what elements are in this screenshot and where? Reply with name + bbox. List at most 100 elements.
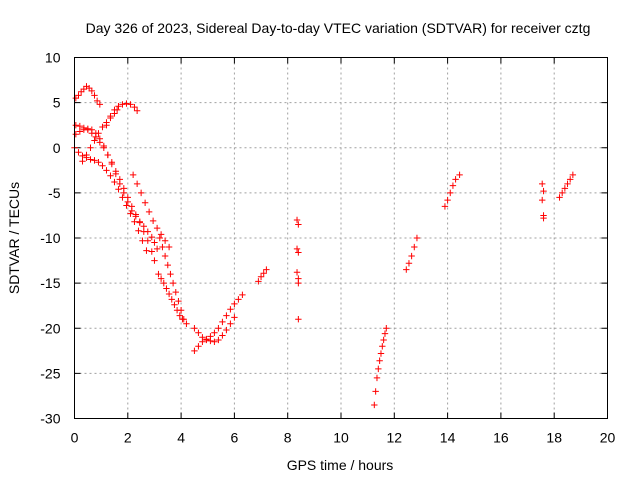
data-point (116, 180, 124, 188)
data-point (195, 329, 202, 336)
x-tick-label: 16 (493, 430, 509, 446)
y-tick-labels: -30 -25 -20 -15 -10 -5 0 5 10 (40, 50, 60, 427)
x-tick-labels: 0 2 4 6 8 10 12 14 16 18 20 (71, 430, 616, 446)
x-tick-label: 14 (440, 430, 456, 446)
series-arc-12.5h (403, 234, 421, 273)
series-arc-low-4to6h-b (191, 314, 238, 345)
data-point (123, 202, 130, 209)
series-arc-cross (79, 106, 121, 165)
data-point (72, 94, 80, 102)
data-point (95, 130, 102, 137)
data-point (87, 156, 94, 163)
data-point (91, 157, 98, 164)
data-point (203, 336, 210, 344)
data-point (144, 228, 151, 235)
data-point (72, 121, 80, 129)
data-point (171, 301, 178, 308)
x-tick-label: 20 (600, 430, 616, 446)
data-point (444, 196, 451, 204)
data-point (263, 266, 270, 273)
data-point (223, 312, 230, 319)
data-point (129, 171, 137, 179)
data-point (131, 103, 138, 111)
data-point (88, 87, 96, 95)
data-point (165, 290, 173, 298)
data-point (133, 107, 141, 114)
data-point (112, 170, 120, 178)
data-point (88, 126, 96, 133)
y-tick-label: 0 (53, 140, 61, 156)
data-point (211, 338, 218, 345)
data-point (167, 270, 174, 278)
data-point (141, 199, 149, 207)
data-point (79, 152, 86, 160)
data-point (164, 261, 171, 269)
data-point (456, 171, 463, 179)
data-point (539, 196, 546, 204)
data-point (159, 243, 166, 251)
data-point (257, 273, 265, 281)
data-point (403, 266, 410, 273)
data-point (79, 158, 86, 165)
data-point (539, 180, 546, 188)
data-point (140, 223, 147, 230)
data-point (199, 334, 206, 341)
data-point (371, 401, 378, 409)
data-point (145, 208, 153, 216)
data-point (157, 231, 165, 238)
x-tick-label: 8 (284, 430, 292, 446)
data-point (111, 110, 118, 117)
data-point (227, 306, 234, 313)
series-arc-17.6h (539, 180, 547, 222)
data-point (135, 227, 142, 234)
data-point (383, 325, 390, 332)
x-tick-label: 4 (177, 430, 185, 446)
data-point (151, 239, 158, 246)
data-point (153, 224, 161, 232)
data-point (207, 337, 214, 345)
data-point (255, 278, 262, 285)
series-arc-mid-3h (129, 171, 173, 251)
data-point (183, 320, 190, 327)
data-point (219, 332, 226, 339)
data-point (295, 316, 302, 323)
data-point (372, 388, 379, 395)
data-point (124, 198, 131, 206)
data-point (99, 123, 106, 131)
data-point (405, 260, 413, 267)
data-point (85, 84, 93, 92)
data-point (195, 343, 202, 350)
data-point (219, 318, 226, 326)
data-point (168, 296, 175, 303)
data-point (380, 336, 387, 344)
data-point (211, 329, 218, 336)
series-arc-hump-2h (103, 100, 141, 129)
x-tick-label: 6 (231, 430, 239, 446)
y-tick-label: -15 (40, 275, 60, 291)
data-point (132, 213, 139, 220)
series-arc-dense-3to4h-b (155, 270, 186, 323)
y-tick-label: 10 (45, 50, 61, 66)
data-point (153, 245, 161, 253)
data-point (103, 119, 110, 126)
data-point (160, 279, 167, 287)
series-arc-14h (441, 171, 463, 210)
data-point (179, 316, 186, 323)
y-axis-label: SDTVAR / TECUs (6, 182, 22, 294)
data-points (71, 83, 577, 409)
data-point (107, 114, 114, 122)
y-tick-label: -10 (40, 230, 60, 246)
data-point (161, 237, 169, 244)
data-point (149, 217, 157, 225)
data-point (108, 160, 116, 168)
data-point (139, 237, 146, 244)
x-axis-label: GPS time / hours (287, 457, 394, 473)
data-point (381, 330, 389, 337)
data-point (143, 247, 150, 254)
data-point (84, 125, 92, 132)
data-point (75, 149, 82, 156)
data-point (155, 270, 162, 278)
data-point (373, 374, 381, 382)
data-point (163, 285, 170, 292)
data-point (172, 288, 179, 296)
